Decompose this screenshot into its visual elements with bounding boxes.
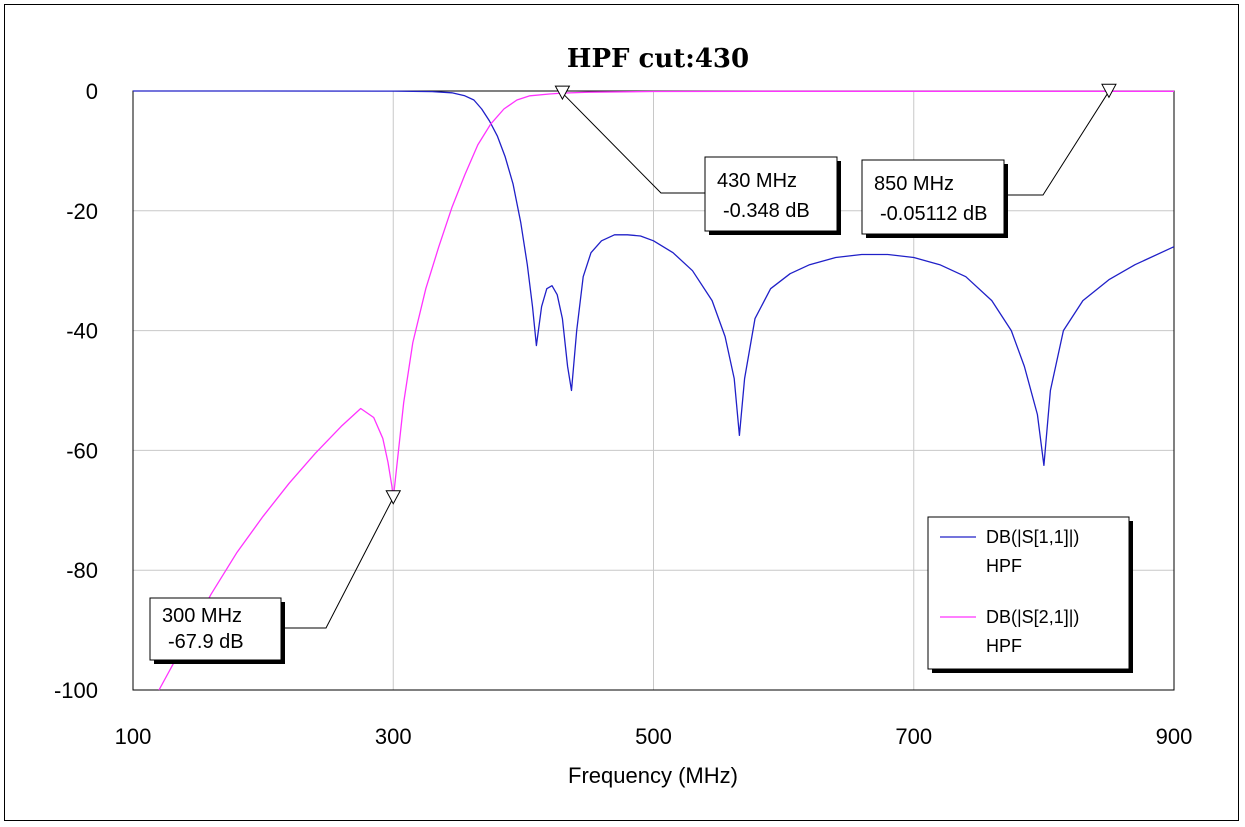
marker-triangle-icon[interactable] — [1101, 83, 1117, 99]
y-tick-label: 0 — [86, 79, 98, 104]
markers-group: 300 MHz -67.9 dB 430 MHz -0.348 dB 850 MHz -0… — [149, 83, 1117, 664]
x-tick-label: 500 — [635, 724, 672, 749]
marker-triangle-icon[interactable] — [385, 490, 402, 505]
marker-box — [149, 597, 282, 661]
x-axis-label: Frequency (MHz) — [568, 763, 738, 788]
marker-3: 850 MHz -0.05112 dB — [861, 83, 1117, 238]
marker-value-label: -0.05112 dB — [880, 203, 988, 225]
x-tick-label: 900 — [1156, 724, 1193, 749]
series-group — [133, 90, 1175, 691]
x-tick-label: 300 — [375, 724, 412, 749]
marker-value-label: -67.9 dB — [168, 631, 244, 653]
legend-series-name: DB(|S[2,1]|) — [986, 607, 1079, 627]
marker-box — [861, 159, 1005, 235]
x-tick-label: 700 — [895, 724, 932, 749]
legend-series-name: DB(|S[1,1]|) — [986, 527, 1079, 547]
tick-labels: 100 300 500 700 900 0 -20 -40 -60 -80 -100 — [54, 79, 1192, 749]
marker-box — [704, 156, 838, 232]
series-line-2 — [158, 90, 1174, 691]
y-tick-label: -60 — [66, 438, 98, 463]
y-tick-label: -40 — [66, 319, 98, 344]
y-tick-label: -100 — [54, 678, 98, 703]
marker-freq-label: 850 MHz — [874, 173, 954, 195]
marker-value-label: -0.348 dB — [723, 200, 810, 222]
chart-title: HPF cut:430 — [567, 44, 749, 74]
marker-2: 430 MHz -0.348 dB — [554, 85, 841, 235]
chart-frame — [4, 4, 1239, 821]
legend-box — [927, 516, 1130, 670]
x-tick-label: 100 — [115, 724, 152, 749]
legend-series-label: HPF — [986, 636, 1022, 656]
legend: DB(|S[1,1]|) HPF DB(|S[2,1]|) HPF — [927, 516, 1133, 673]
y-tick-label: -20 — [66, 199, 98, 224]
marker-triangle-icon[interactable] — [554, 85, 571, 101]
y-tick-label: -80 — [66, 558, 98, 583]
marker-freq-label: 430 MHz — [717, 170, 797, 192]
legend-series-label: HPF — [986, 556, 1022, 576]
marker-1: 300 MHz -67.9 dB — [149, 490, 402, 664]
marker-leader-line — [281, 497, 394, 629]
marker-freq-label: 300 MHz — [162, 605, 242, 627]
series-line-1 — [133, 90, 1175, 467]
marker-leader-line — [562, 92, 705, 194]
